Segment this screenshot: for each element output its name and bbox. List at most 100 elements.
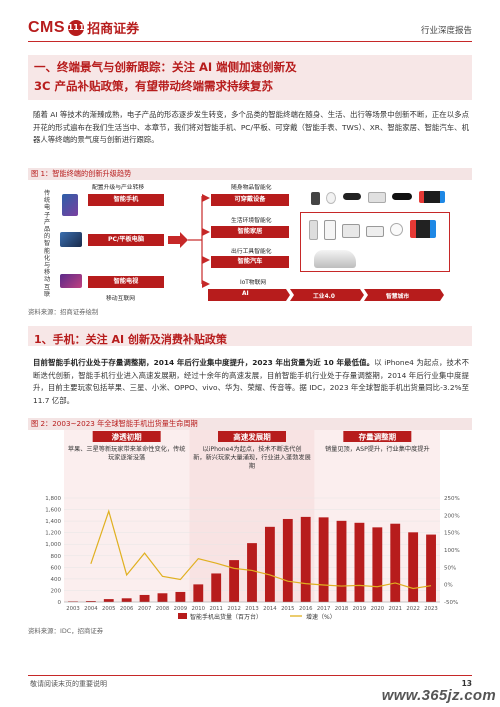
projector-icon (366, 226, 384, 237)
section-heading-1-line1: 一、终端景气与创新跟踪：关注 AI 端侧加速创新及 (34, 60, 297, 74)
x-tick-label: 2006 (120, 606, 134, 612)
section-heading-2-text: 1、手机：关注 AI 创新及消费补贴政策 (34, 333, 227, 346)
logo-company-name: 招商证券 (87, 22, 140, 37)
right-label-travel: 出行工具智能化 (231, 249, 272, 255)
bar-shipment (211, 573, 222, 602)
x-tick-label: 2020 (371, 606, 385, 612)
x-tick-label: 2003 (66, 606, 79, 612)
legend-label-bar: 智能手机出货量（百万台） (190, 613, 262, 621)
phase-description: 苹果、三星等新玩家带来革命性变化，传统 (68, 445, 186, 453)
section-heading-1: 一、终端景气与创新跟踪：关注 AI 端侧加速创新及 3C 产品补贴政策，有望带动… (28, 55, 472, 100)
bar-shipment (247, 543, 257, 602)
x-tick-label: 2009 (174, 606, 187, 612)
diagram-top-label: 配置升级与产业转移 (92, 185, 145, 191)
phase-description: 玩家逐渐没落 (108, 454, 146, 462)
x-tick-label: 2023 (424, 606, 437, 612)
smart-display-icon (342, 224, 360, 238)
y-tick-right: 50% (444, 565, 456, 571)
x-tick-label: 2008 (156, 606, 170, 612)
diagram-box-smart-home: 智能家居 (211, 226, 289, 238)
wearable-sunglasses-icon (392, 193, 412, 200)
phase-description: 新，新兴玩家大量涌现，行业进入蓬勃发展 (193, 454, 311, 462)
diagram-box-smartphone: 智能手机 (88, 194, 164, 206)
diagram-box-wearables: 可穿戴设备 (211, 194, 289, 206)
y-tick-right: 100% (444, 548, 460, 554)
smart-speaker-icon (309, 220, 318, 240)
phase-name: 存量调整期 (358, 432, 397, 442)
x-tick-label: 2007 (138, 606, 151, 612)
diagram-box-pc-tablet: PC/平板电脑 (88, 234, 164, 246)
figure-2-title: 图 2：2003~2023 年全球智能手机出货量生命周期 (28, 418, 472, 430)
right-label-iot: IoT物联网 (240, 280, 267, 286)
y-tick-left: 1,000 (45, 542, 61, 548)
bar-shipment (408, 532, 419, 602)
wearable-watch-icon (311, 192, 320, 205)
right-label-home: 生活环境智能化 (231, 218, 272, 224)
innovation-diagram: 传统电子产品的智能化与移动互联 配置升级与产业转移 智能手机 PC/平板电脑 智… (28, 180, 472, 305)
phase-description: 以iPhone4为起点，技术不断迭代创 (202, 445, 301, 453)
bar-shipment (193, 584, 204, 602)
figure-1-title: 图 1：智能终端的创新升级趋势 (28, 168, 472, 180)
bar-shipment (318, 517, 329, 602)
x-tick-label: 2013 (245, 606, 258, 612)
bar-shipment (390, 523, 401, 602)
phase-name: 渗透初期 (112, 432, 142, 442)
report-type: 行业深度报告 (420, 26, 472, 36)
phase-description: 期 (249, 462, 255, 470)
chain-industry-4: 工业4.0 (313, 294, 335, 300)
legend-label-line: 增速（%） (306, 613, 336, 621)
y-tick-right: -50% (444, 600, 458, 606)
site-watermark: www.365jz.com (381, 687, 496, 704)
chain-smart-city: 智慧城市 (386, 294, 410, 300)
bar-shipment (175, 591, 186, 602)
bar-shipment (336, 520, 347, 602)
phase-name: 高速发展期 (233, 432, 271, 442)
phone-paragraph-bold: 目前智能手机行业处于存量调整期，2014 年后行业集中度提升，2023 年出货量… (33, 358, 375, 367)
bar-shipment (426, 534, 436, 602)
y-tick-left: 0 (58, 600, 62, 606)
phase-label-bg (92, 431, 161, 442)
phone-paragraph-body: 以 iPhone4 为起点，技术不断迭代创新，智能手机行业进入高速发展期，经过十… (33, 358, 469, 405)
game-console-icon (410, 220, 436, 238)
right-label-wearable: 随身物品智能化 (231, 185, 272, 191)
y-tick-left: 1,600 (45, 508, 61, 514)
handheld-console-icon (419, 191, 445, 203)
x-tick-label: 2019 (353, 606, 366, 612)
figure-1-source: 资料来源：招商证券绘制 (28, 308, 99, 316)
y-tick-left: 400 (51, 577, 62, 583)
x-tick-label: 2011 (209, 606, 222, 612)
laptop-device-icon (60, 232, 82, 247)
x-tick-label: 2014 (263, 606, 277, 612)
section-heading-1-line2: 3C 产品补贴政策，有望带动终端需求持续复苏 (34, 79, 273, 93)
phase-label-bg (343, 431, 412, 442)
intro-paragraph: 随着 AI 等技术的渐臻成熟，电子产品的形态逐步发生转变，多个品类的智能终端在随… (33, 110, 469, 145)
figure-2-source: 资料来源：IDC，招商证券 (28, 627, 104, 635)
diagram-left-label: 传统电子产品的智能化与移动互联 (44, 190, 51, 298)
diagram-bottom-label: 移动互联网 (106, 296, 135, 302)
footer-divider (28, 675, 472, 676)
y-tick-left: 1,200 (45, 531, 61, 537)
bar-shipment (264, 526, 275, 602)
company-logo: CMS 111 招商证券 (28, 18, 140, 38)
x-tick-label: 2022 (406, 606, 419, 612)
y-tick-left: 1,800 (45, 496, 61, 502)
phone-device-icon (62, 194, 78, 216)
page-number: 13 (461, 679, 472, 688)
x-tick-label: 2005 (102, 606, 115, 612)
x-tick-label: 2015 (281, 606, 294, 612)
device-frame (300, 212, 450, 272)
bar-shipment (354, 522, 365, 602)
smart-bulb-icon (390, 223, 403, 236)
wearable-vr-icon (368, 192, 386, 203)
wearable-earbuds-icon (326, 192, 336, 204)
footer-disclaimer: 敬请阅读末页的重要说明 (30, 680, 107, 688)
bar-shipment (85, 601, 96, 602)
smart-car-icon (314, 250, 356, 268)
robot-vacuum-icon (324, 220, 336, 240)
y-tick-left: 800 (51, 554, 62, 560)
x-tick-label: 2018 (335, 606, 349, 612)
y-tick-right: 200% (444, 513, 460, 519)
x-tick-label: 2017 (317, 606, 330, 612)
y-tick-left: 1,400 (45, 519, 61, 525)
